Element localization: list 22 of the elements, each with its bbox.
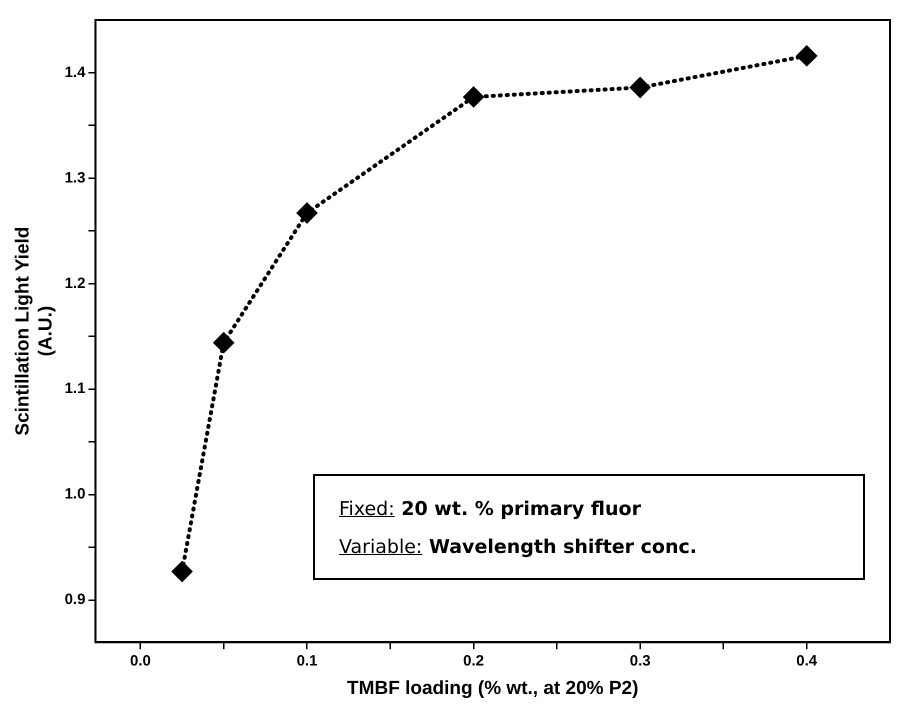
- x-tick-label: 0.2: [463, 652, 484, 670]
- annotation: Fixed: 20 wt. % primary fluor: [339, 498, 641, 520]
- point: [172, 562, 192, 582]
- x-tick-label: 0.4: [796, 652, 818, 670]
- y-tick-label: 1.0: [64, 486, 86, 503]
- x-tick-label: 0.0: [130, 652, 151, 670]
- point: [464, 86, 484, 107]
- y-tick-label: 1.2: [64, 274, 86, 292]
- annotation: Variable: Wavelength shifter conc.: [339, 536, 697, 558]
- point: [214, 332, 234, 353]
- point: [796, 46, 817, 66]
- x-axis-title: TMBF loading (% wt., at 20% P2): [347, 678, 638, 699]
- y-tick-label: 1.3: [64, 169, 86, 186]
- x-tick-label: 0.1: [296, 652, 318, 670]
- y-axis-title: Scintillation Light Yield (A.U.): [12, 226, 56, 436]
- y-tick-label: 1.4: [64, 64, 86, 81]
- point: [297, 202, 317, 223]
- y-tick-label: 0.9: [64, 591, 86, 608]
- note-box: Fixed: 20 wt. % primary fluor Variable: Wavelength shifter conc.: [313, 474, 865, 580]
- x-tick-label: 0.3: [630, 652, 651, 670]
- y-tick-label: 1.1: [64, 380, 86, 398]
- point: [630, 77, 650, 98]
